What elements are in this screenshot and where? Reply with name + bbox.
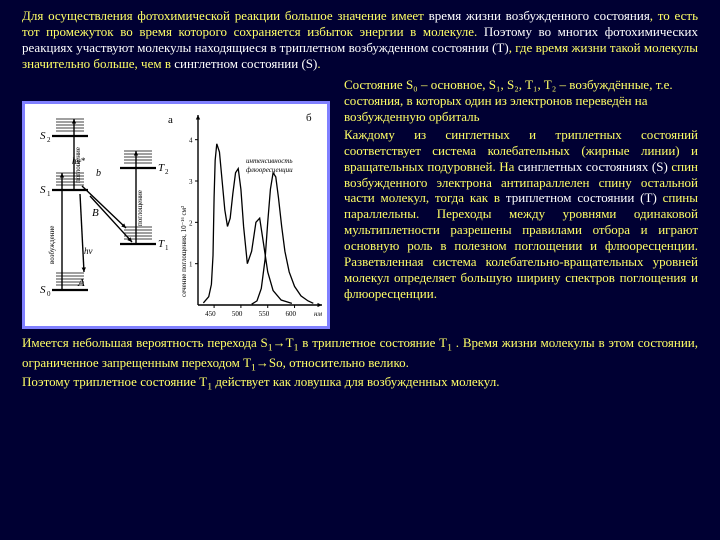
t-seg4: . [317, 56, 320, 71]
svg-text:сечение поглощения, 10⁻¹⁶ см²: сечение поглощения, 10⁻¹⁶ см² [180, 206, 188, 297]
svg-text:нм: нм [314, 310, 322, 318]
t-h3: триплетном возбужденном состоянии (Т) [280, 40, 509, 55]
t-seg1: Для осуществления фотохимической реакции… [22, 8, 429, 23]
svg-text:B: B [92, 207, 99, 219]
b-p1b: →T [273, 335, 294, 350]
r-b3: спины параллельны. Переходы между уровня… [344, 190, 698, 300]
svg-text:поглощение: поглощение [74, 148, 82, 184]
t-h1: время жизни возбужденного состояния [429, 8, 650, 23]
svg-text:450: 450 [205, 310, 216, 318]
svg-text:2: 2 [189, 220, 193, 228]
svg-text:2: 2 [47, 136, 51, 144]
r-h1: синглетных состояниях (S) [518, 159, 668, 174]
svg-text:600: 600 [286, 310, 297, 318]
svg-text:S: S [40, 184, 46, 196]
b-p1c: в триплетное состояние Т [298, 335, 447, 350]
svg-text:A: A [77, 277, 85, 289]
jablonski-spectrum-figure: S2S1S0T2T1bhνhν*BAвозбуждениепоглощениеп… [22, 101, 330, 329]
svg-text:интенсивность: интенсивность [246, 157, 293, 165]
svg-text:флюоресценции: флюоресценции [246, 166, 293, 174]
svg-text:0: 0 [47, 290, 51, 298]
svg-text:500: 500 [232, 310, 243, 318]
t-h4: синглетном состоянии (S) [174, 56, 317, 71]
right-text: Состояние S₀ – основное, S₁, S₂, T₁, T₂ … [344, 77, 698, 329]
svg-text:1: 1 [189, 261, 193, 269]
svg-text:550: 550 [259, 310, 270, 318]
svg-text:b: b [96, 168, 101, 179]
svg-text:3: 3 [189, 178, 193, 186]
b-p1e: →So, относительно велико. [256, 355, 409, 370]
svg-text:T: T [158, 162, 165, 174]
r-h2: триплетном состоянии (T) [506, 190, 657, 205]
svg-text:возбуждение: возбуждение [48, 226, 56, 264]
svg-text:4: 4 [189, 137, 193, 145]
svg-text:поглощение: поглощение [136, 191, 144, 227]
bottom-paragraph: Имеется небольшая вероятность перехода S… [22, 335, 698, 393]
b-p1a: Имеется небольшая вероятность перехода S [22, 335, 268, 350]
svg-text:T: T [158, 238, 165, 250]
svg-text:1: 1 [47, 190, 51, 198]
top-paragraph: Для осуществления фотохимической реакции… [22, 8, 698, 71]
svg-text:hν: hν [84, 246, 93, 256]
r-lead: Состояние S₀ – основное, S₁, S₂, T₁, T₂ … [344, 77, 698, 125]
svg-text:б: б [306, 112, 312, 124]
svg-text:S: S [40, 130, 46, 142]
svg-text:1: 1 [165, 244, 169, 252]
svg-text:2: 2 [165, 168, 169, 176]
svg-text:а: а [168, 114, 173, 126]
b-p2b: действует как ловушка для возбужденных м… [212, 374, 499, 389]
svg-text:S: S [40, 284, 46, 296]
b-p2a: Поэтому триплетное состояние Т [22, 374, 207, 389]
